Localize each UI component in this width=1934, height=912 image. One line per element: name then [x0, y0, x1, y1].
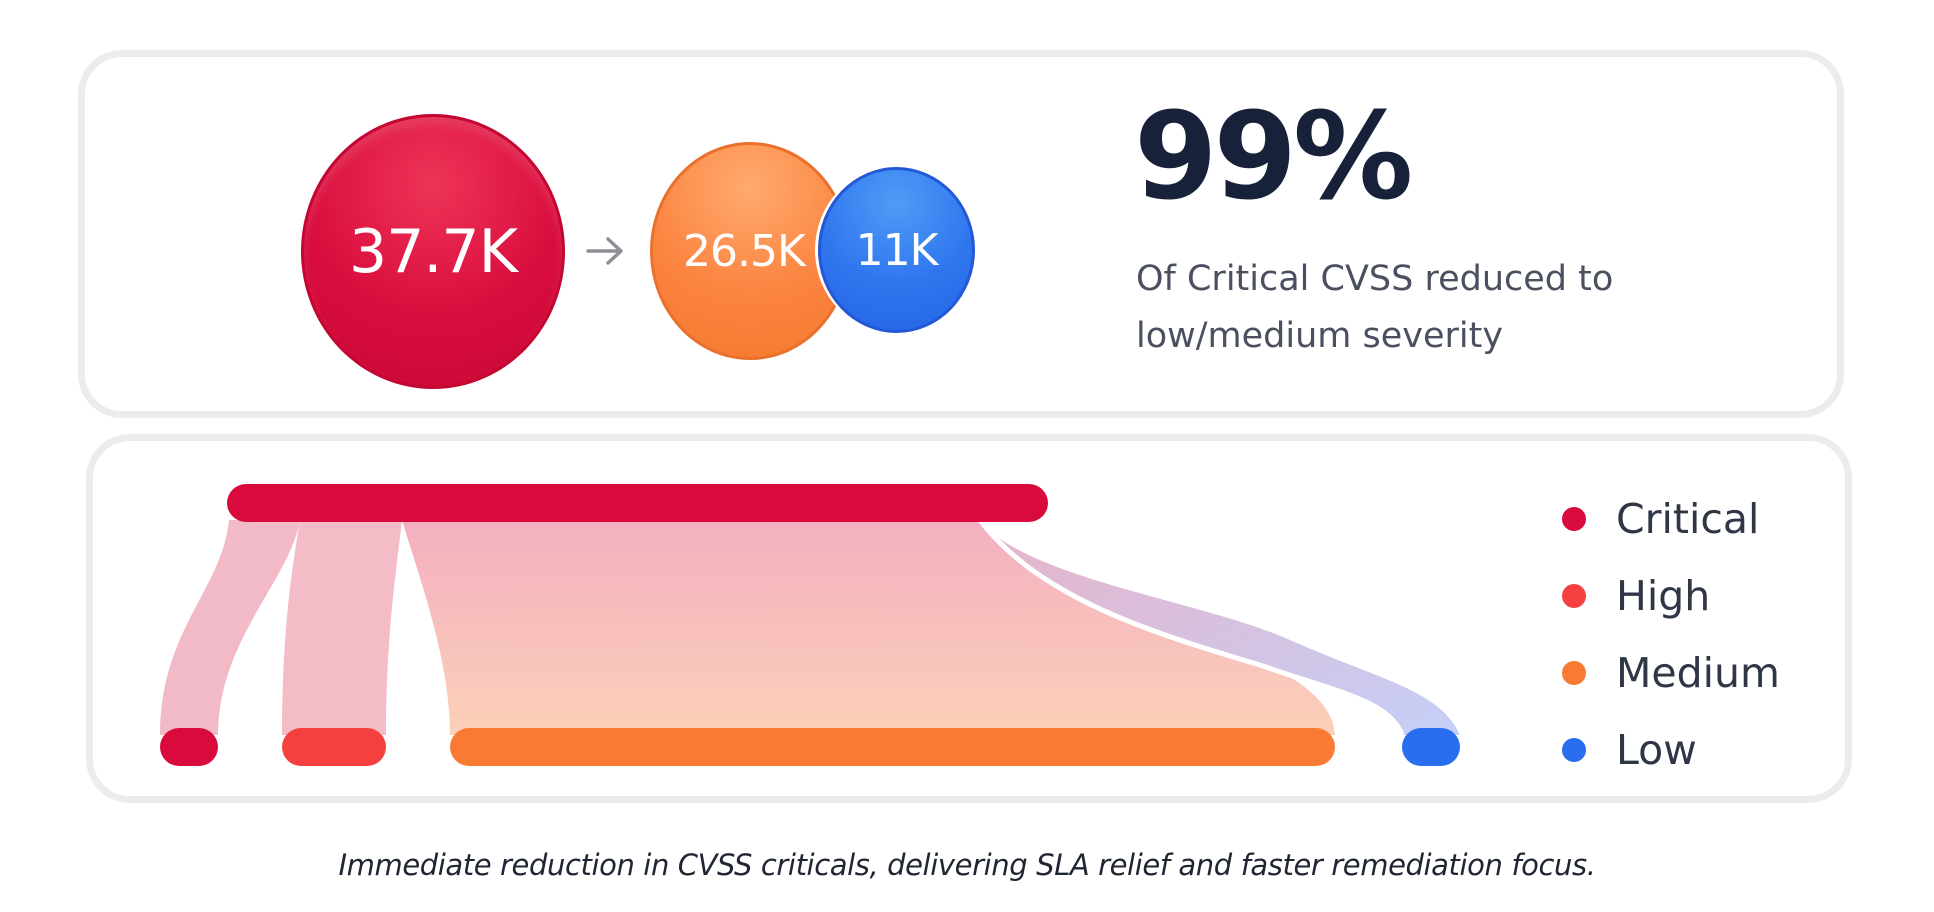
legend-dot-high [1562, 583, 1586, 608]
legend-item-high: High [1562, 557, 1780, 634]
legend-item-medium: Medium [1562, 634, 1780, 711]
legend-item-critical: Critical [1562, 480, 1780, 557]
source-critical-bar [227, 484, 1048, 522]
legend-label-high: High [1616, 571, 1711, 620]
flow-separator [978, 518, 1405, 736]
reduction-percentage: 99% [1134, 88, 1413, 227]
legend-dot-critical [1562, 506, 1586, 531]
legend-label-critical: Critical [1616, 494, 1760, 543]
critical-count-label: 37.7K [349, 216, 518, 287]
reduction-description: Of Critical CVSS reduced to low/medium s… [1136, 259, 1614, 356]
legend-dot-low [1562, 737, 1586, 762]
flow-critical-to-medium [402, 520, 1335, 735]
figure-caption: Immediate reduction in CVSS criticals, d… [338, 848, 1596, 882]
critical-count-bubble: 37.7K [301, 114, 565, 389]
flow-critical-to-low [978, 520, 1460, 735]
legend-dot-medium [1562, 660, 1586, 685]
severity-legend: Critical High Medium Low [1562, 480, 1780, 788]
target-medium-bar [450, 728, 1335, 766]
medium-count-label: 26.5K [683, 225, 806, 277]
low-count-bubble: 11K [818, 167, 975, 333]
legend-label-medium: Medium [1616, 648, 1780, 697]
flow-critical-to-critical [160, 520, 300, 735]
target-high-bar [282, 728, 386, 766]
medium-count-bubble: 26.5K [650, 142, 850, 360]
target-critical-bar [160, 728, 218, 766]
low-count-label: 11K [855, 224, 939, 276]
flow-critical-to-high [282, 520, 402, 735]
legend-item-low: Low [1562, 711, 1780, 788]
target-low-bar [1402, 728, 1460, 766]
arrow-right-icon [586, 237, 623, 265]
legend-label-low: Low [1616, 725, 1697, 774]
